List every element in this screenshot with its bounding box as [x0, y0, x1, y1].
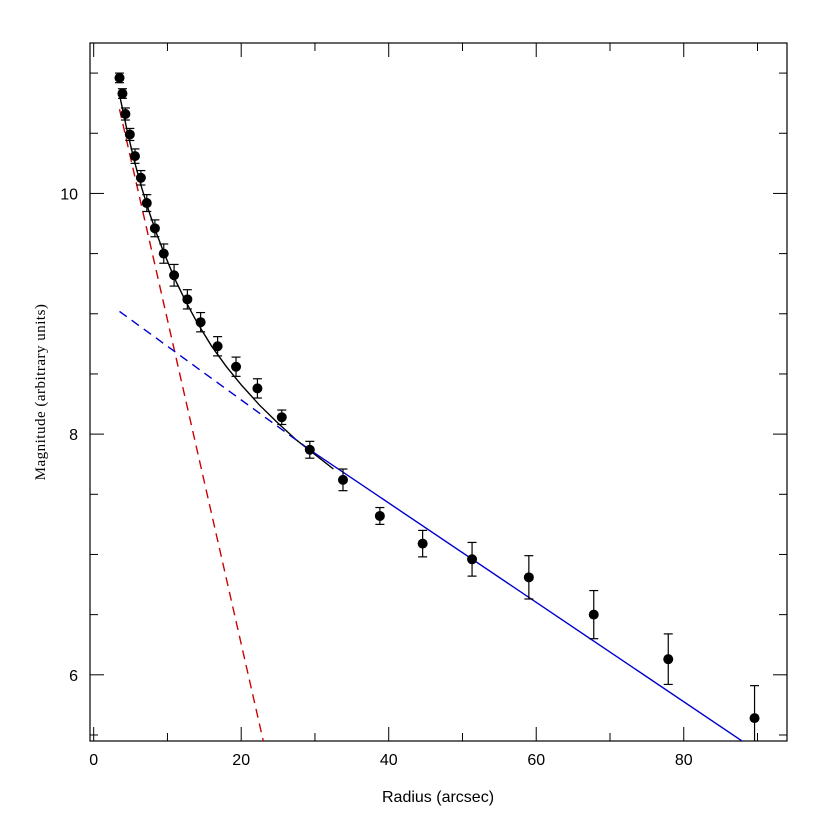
x-axis-label: Radius (arcsec): [382, 789, 494, 806]
x-tick-label: 20: [232, 752, 250, 769]
data-point: [169, 270, 180, 281]
data-point: [417, 538, 428, 549]
data-point: [374, 510, 385, 521]
data-point: [141, 198, 152, 209]
data-point: [337, 474, 348, 485]
data-point: [304, 444, 315, 455]
solid-fit-line-0: [118, 94, 334, 470]
data-point: [124, 129, 135, 140]
data-point: [276, 412, 287, 423]
data-point: [663, 654, 674, 665]
tick-layer: [90, 43, 787, 741]
data-point: [231, 361, 242, 372]
series-layer: [114, 72, 760, 741]
x-tick-label: 80: [675, 752, 693, 769]
data-point: [149, 223, 160, 234]
y-tick-label: 10: [60, 186, 78, 203]
x-tick-label: 40: [380, 752, 398, 769]
y-tick-label: 6: [69, 668, 78, 685]
data-point: [120, 109, 131, 120]
y-tick-label: 8: [69, 427, 78, 444]
data-point: [212, 341, 223, 352]
x-tick-label: 0: [89, 752, 98, 769]
data-point: [114, 72, 125, 83]
data-point: [588, 609, 599, 620]
data-point: [182, 294, 193, 305]
x-tick-label: 60: [527, 752, 545, 769]
dashed-fit-line-3: [119, 310, 311, 451]
plot-frame: [89, 42, 788, 742]
data-point: [129, 151, 140, 162]
data-point: [135, 172, 146, 183]
data-point: [117, 88, 128, 99]
data-point: [467, 554, 478, 565]
tick-label-layer: 0 20 40 60 80 6 8 10: [60, 186, 693, 769]
data-point: [252, 383, 263, 394]
solid-fit-line-1: [309, 449, 744, 741]
dashed-fit-line-2: [118, 109, 264, 741]
data-point: [158, 248, 169, 259]
y-axis-label: Magnitude (arbitrary units): [33, 304, 49, 481]
data-point: [749, 713, 760, 724]
data-point: [195, 317, 206, 328]
data-point: [523, 572, 534, 583]
